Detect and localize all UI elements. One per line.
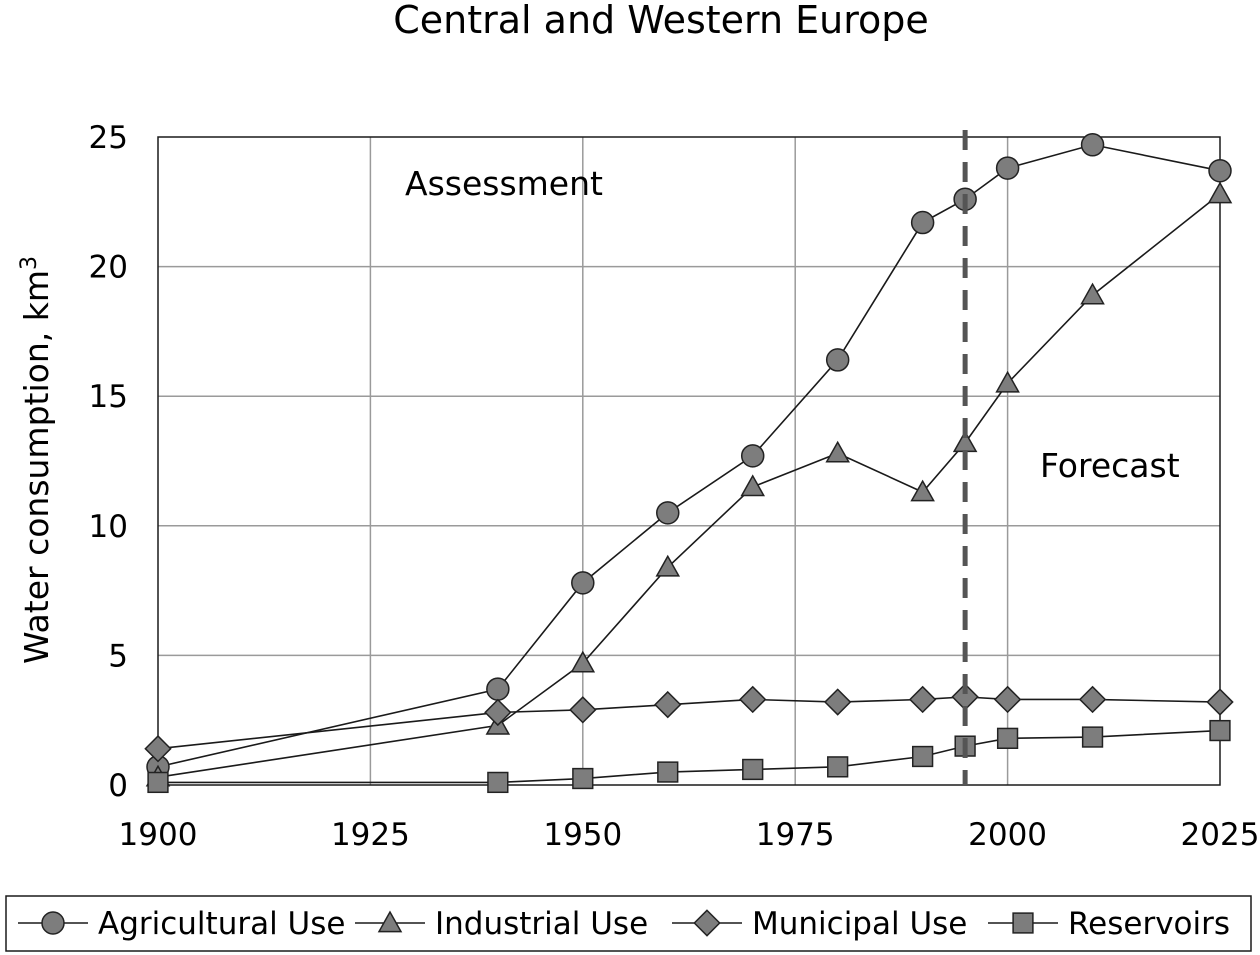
x-tick-labels: 1900 1925 1950 1975 2000 2025 <box>119 817 1260 853</box>
series-line <box>157 696 1221 750</box>
data-point-diamond <box>823 688 852 716</box>
y-axis-label: Water consumption, km3 <box>17 256 56 664</box>
series-reservoirs <box>147 719 1231 794</box>
legend-marker-square <box>1012 912 1034 934</box>
y-tick-label: 25 <box>89 120 128 156</box>
data-point-triangle <box>740 474 766 497</box>
data-point-square <box>1209 719 1231 742</box>
legend-marker-triangle <box>377 910 403 933</box>
y-tick-labels: 0 5 10 15 20 25 <box>89 120 128 804</box>
legend-item: Municipal Use <box>672 906 967 942</box>
data-point-diamond <box>1078 685 1107 714</box>
data-point-square <box>147 771 169 794</box>
data-point-circle <box>656 501 680 525</box>
series-line <box>158 729 1221 784</box>
grid-lines <box>158 137 1220 785</box>
data-point-circle <box>995 156 1020 180</box>
y-tick-label: 20 <box>89 250 128 286</box>
data-point-triangle <box>1207 181 1233 204</box>
legend-item: Reservoirs <box>988 906 1230 942</box>
data-point-circle <box>1208 158 1232 183</box>
data-point-diamond <box>484 698 512 727</box>
data-point-square <box>487 771 509 794</box>
data-point-square <box>827 756 849 778</box>
data-point-circle <box>1080 133 1105 157</box>
chart-title: Central and Western Europe <box>393 0 929 42</box>
legend-item: Agricultural Use <box>18 906 345 942</box>
data-point-diamond <box>654 690 682 719</box>
data-point-diamond <box>1206 688 1234 716</box>
x-tick-label: 2000 <box>968 817 1047 853</box>
series-line <box>157 193 1221 779</box>
data-point-triangle <box>910 479 935 502</box>
data-point-circle <box>486 677 510 701</box>
legend-item: Industrial Use <box>355 906 648 942</box>
data-point-square <box>572 767 594 790</box>
series-agricultural-use <box>146 133 1232 779</box>
y-tick-label: 0 <box>108 768 128 804</box>
legend-label: Municipal Use <box>752 906 967 942</box>
y-tick-label: 10 <box>89 509 128 545</box>
legend-label: Reservoirs <box>1068 906 1230 942</box>
y-axis-label-superscript: 3 <box>17 256 42 270</box>
data-point-square <box>1081 726 1104 748</box>
legend-frame <box>5 895 1252 952</box>
x-tick-label: 1925 <box>331 817 410 853</box>
data-point-diamond <box>569 696 597 724</box>
plot-frame <box>157 136 1221 786</box>
data-point-square <box>657 761 679 783</box>
data-point-triangle <box>995 370 1020 393</box>
data-point-diamond <box>908 685 937 714</box>
data-point-triangle <box>570 650 596 673</box>
data-point-circle <box>740 444 765 468</box>
y-tick-label: 5 <box>108 638 128 674</box>
data-point-triangle <box>655 554 681 577</box>
x-tick-label: 1950 <box>543 817 622 853</box>
data-point-diamond <box>739 685 767 714</box>
series-municipal-use <box>144 683 1234 763</box>
data-point-circle <box>825 348 850 372</box>
assessment-label: Assessment <box>405 164 603 203</box>
series-group <box>144 133 1234 794</box>
x-tick-label: 1975 <box>756 817 835 853</box>
data-point-square <box>742 758 764 781</box>
x-tick-label: 1900 <box>119 817 198 853</box>
data-point-triangle <box>825 440 850 463</box>
data-point-triangle <box>1080 282 1105 305</box>
legend-marker-circle <box>41 911 65 935</box>
legend-marker-diamond <box>693 909 721 937</box>
legend-label: Agricultural Use <box>98 906 345 942</box>
y-axis-label-text: Water consumption, km <box>17 270 56 664</box>
y-tick-label: 15 <box>89 379 128 415</box>
forecast-label: Forecast <box>1040 446 1180 485</box>
data-point-square <box>911 745 934 768</box>
data-point-circle <box>910 210 935 235</box>
legend-label: Industrial Use <box>435 906 648 942</box>
data-point-diamond <box>993 685 1022 714</box>
data-point-circle <box>571 571 595 595</box>
legend: Agricultural Use Industrial Use Municipal … <box>5 895 1252 952</box>
data-point-diamond <box>144 735 172 763</box>
x-tick-label: 2025 <box>1181 817 1260 853</box>
data-point-square <box>996 727 1019 749</box>
